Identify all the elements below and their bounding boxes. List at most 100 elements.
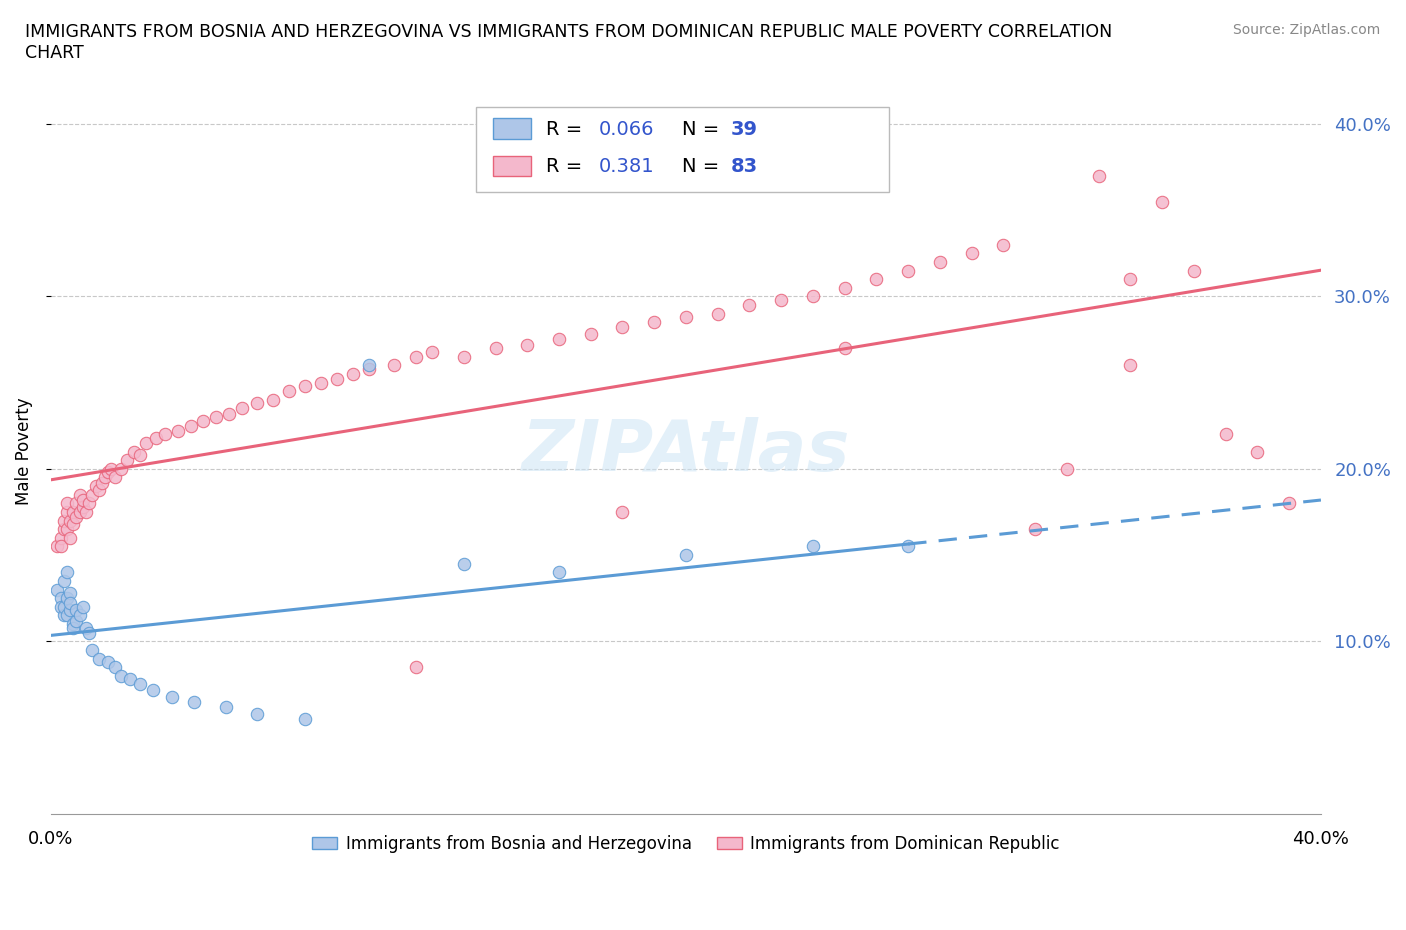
Point xyxy=(309,375,332,390)
Text: N =: N = xyxy=(682,157,725,177)
Point xyxy=(122,445,145,459)
Point xyxy=(453,556,475,571)
Point xyxy=(342,366,364,381)
Point xyxy=(52,522,75,537)
Point xyxy=(82,487,104,502)
Point xyxy=(548,332,571,347)
Point xyxy=(75,620,97,635)
Point xyxy=(110,669,132,684)
Point xyxy=(46,539,69,554)
Point xyxy=(1152,194,1174,209)
Point xyxy=(56,565,79,579)
Point xyxy=(357,358,380,373)
Point xyxy=(420,344,443,359)
Point xyxy=(612,505,634,520)
Point xyxy=(167,423,190,438)
Text: ZIPAtlas: ZIPAtlas xyxy=(522,418,851,486)
Point xyxy=(77,496,100,511)
Text: IMMIGRANTS FROM BOSNIA AND HERZEGOVINA VS IMMIGRANTS FROM DOMINICAN REPUBLIC MAL: IMMIGRANTS FROM BOSNIA AND HERZEGOVINA V… xyxy=(25,23,1112,62)
Point xyxy=(90,475,112,490)
Point xyxy=(52,608,75,623)
Point xyxy=(326,372,349,387)
Point xyxy=(246,707,269,722)
Point xyxy=(205,410,228,425)
Point xyxy=(929,255,952,270)
Point xyxy=(484,340,506,355)
Point xyxy=(59,530,82,545)
Point xyxy=(612,320,634,335)
Point xyxy=(49,539,72,554)
Text: 0.066: 0.066 xyxy=(599,120,654,139)
Point xyxy=(231,401,253,416)
Point xyxy=(72,493,94,508)
Point xyxy=(120,671,142,686)
Point xyxy=(56,522,79,537)
FancyBboxPatch shape xyxy=(494,118,531,139)
Point xyxy=(801,539,824,554)
Point xyxy=(65,613,87,628)
Point xyxy=(100,461,122,476)
Point xyxy=(52,513,75,528)
Text: 0.381: 0.381 xyxy=(599,157,654,177)
Point xyxy=(59,513,82,528)
Point xyxy=(183,695,205,710)
Point xyxy=(110,461,132,476)
Point xyxy=(1119,358,1142,373)
Point xyxy=(97,655,120,670)
Point xyxy=(129,677,152,692)
Point xyxy=(142,683,165,698)
Point xyxy=(103,659,125,674)
Point xyxy=(117,453,139,468)
Point xyxy=(1056,461,1078,476)
Point xyxy=(87,651,110,666)
Point xyxy=(62,617,84,631)
Point xyxy=(993,237,1015,252)
Point xyxy=(56,591,79,605)
Point xyxy=(94,470,117,485)
Point xyxy=(770,292,793,307)
Point xyxy=(834,340,856,355)
Point xyxy=(75,505,97,520)
Point xyxy=(1119,272,1142,286)
Point xyxy=(56,505,79,520)
Point xyxy=(52,600,75,615)
Point xyxy=(52,574,75,589)
Point xyxy=(69,505,91,520)
Point xyxy=(72,499,94,514)
Point xyxy=(294,711,316,726)
Point xyxy=(59,586,82,601)
Text: 39: 39 xyxy=(731,120,758,139)
Point xyxy=(62,505,84,520)
Point xyxy=(59,596,82,611)
Point xyxy=(56,608,79,623)
Point xyxy=(65,496,87,511)
Point xyxy=(1246,445,1268,459)
Point xyxy=(49,591,72,605)
Point xyxy=(135,435,157,450)
Text: N =: N = xyxy=(682,120,725,139)
Point xyxy=(1087,168,1109,183)
Point xyxy=(262,392,284,407)
Point xyxy=(834,280,856,295)
Legend: Immigrants from Bosnia and Herzegovina, Immigrants from Dominican Republic: Immigrants from Bosnia and Herzegovina, … xyxy=(305,829,1066,860)
Point xyxy=(246,396,269,411)
Point xyxy=(865,272,887,286)
Point xyxy=(706,306,728,321)
Text: 83: 83 xyxy=(731,157,758,177)
Point xyxy=(62,620,84,635)
Point xyxy=(69,487,91,502)
Point xyxy=(1024,522,1046,537)
Point xyxy=(643,315,665,330)
Point xyxy=(294,379,316,393)
Point xyxy=(69,608,91,623)
Point xyxy=(675,310,697,325)
Point xyxy=(738,298,761,312)
Point xyxy=(960,246,983,260)
Point xyxy=(193,413,215,428)
Text: R =: R = xyxy=(547,120,589,139)
Point xyxy=(87,482,110,497)
Point xyxy=(278,384,301,399)
FancyBboxPatch shape xyxy=(494,156,531,177)
Point xyxy=(382,358,405,373)
Point xyxy=(548,565,571,579)
